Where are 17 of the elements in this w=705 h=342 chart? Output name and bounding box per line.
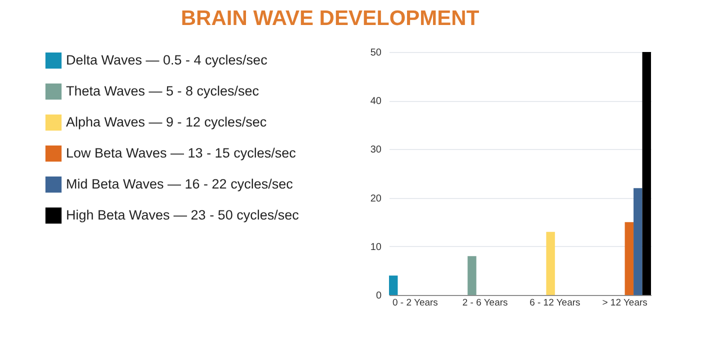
y-tick-label: 20 xyxy=(370,193,382,204)
y-tick-label: 0 xyxy=(376,290,382,302)
y-tick-label: 40 xyxy=(370,96,382,108)
x-tick-label: 6 - 12 Years xyxy=(530,298,581,308)
x-tick-label: 2 - 6 Years xyxy=(462,298,508,308)
chart-title: BRAIN WAVE DEVELOPMENT xyxy=(180,7,480,30)
legend-label: High Beta Waves — 23 - 50 cycles/sec xyxy=(66,208,300,222)
y-tick-label: 30 xyxy=(370,144,382,156)
x-tick-label: 0 - 2 Years xyxy=(392,298,438,308)
legend-label: Mid Beta Waves — 16 - 22 cycles/sec xyxy=(66,176,294,192)
legend-label: Alpha Waves — 9 - 12 cycles/sec xyxy=(66,114,267,130)
legend-label: Low Beta Waves — 13 - 15 cycles/sec xyxy=(66,146,296,160)
y-tick-label: 50 xyxy=(370,48,382,58)
x-tick-label: > 12 Years xyxy=(602,298,648,308)
y-tick-label: 10 xyxy=(370,242,382,253)
legend-label: Delta Waves — 0.5 - 4 cycles/sec xyxy=(66,52,268,68)
legend-label: Theta Waves — 5 - 8 cycles/sec xyxy=(66,84,260,98)
